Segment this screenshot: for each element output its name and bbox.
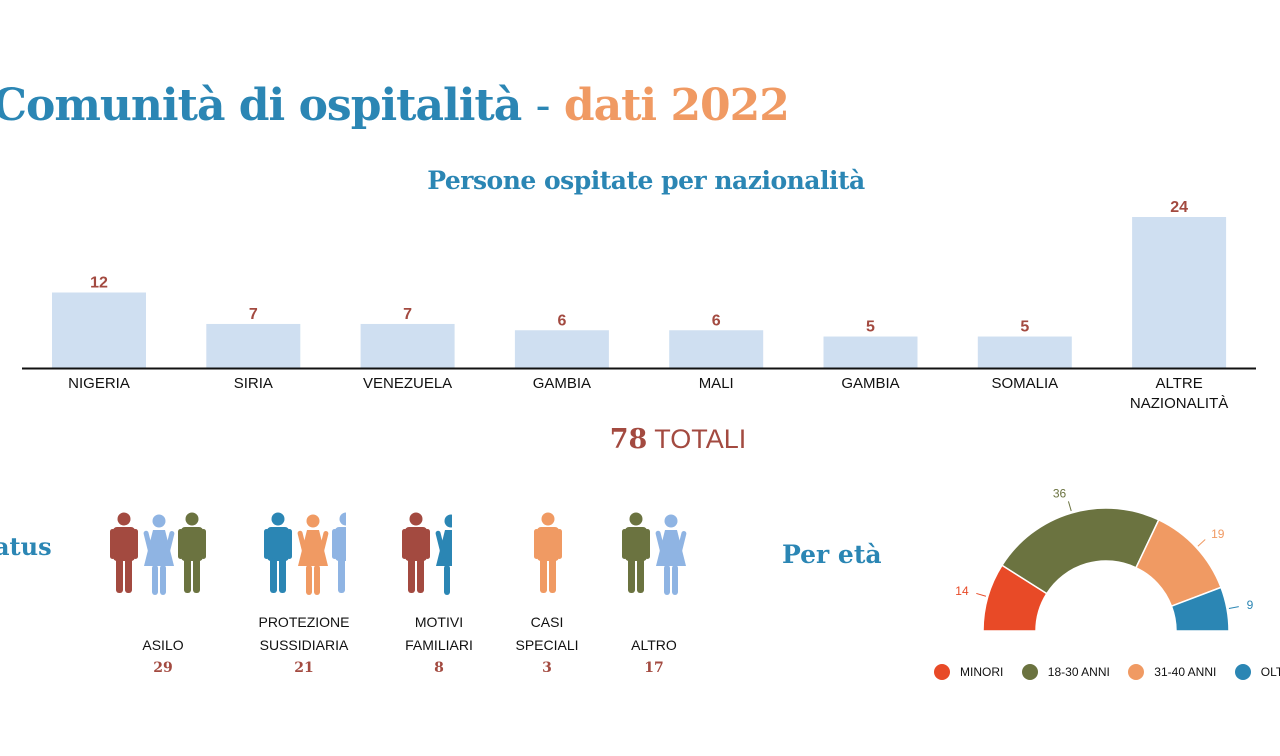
slice-leader-line <box>1197 539 1206 547</box>
status-group-motivi <box>400 510 452 606</box>
title-dash: - <box>535 80 551 131</box>
status-label-line: FAMILIARI <box>405 637 473 653</box>
bar <box>206 323 301 368</box>
legend-swatch <box>934 664 950 680</box>
female-figure-icon <box>297 514 329 595</box>
status-group-altro <box>620 510 696 606</box>
legend-item: 18-30 ANNI <box>1021 664 1110 680</box>
female-figure-icon <box>435 514 452 595</box>
bar-value-label: 5 <box>1020 319 1029 336</box>
totals-text: TOTALI <box>654 424 747 454</box>
category-label: VENEZUELA <box>363 375 452 392</box>
title-accent: dati 2022 <box>563 80 790 131</box>
bar-value-label: 12 <box>90 275 108 292</box>
legend-item: MINORI <box>934 664 1003 680</box>
bar <box>1132 217 1227 368</box>
bar-chart-title: Persone ospitate per nazionalità <box>427 166 865 195</box>
female-figure-icon <box>143 514 175 595</box>
bar-value-label: 5 <box>866 319 875 336</box>
bar <box>360 323 455 368</box>
status-section-title: atus <box>0 532 52 561</box>
person-icons <box>622 512 687 595</box>
bar-value-label: 7 <box>249 306 258 323</box>
page-title: Comunità di ospitalità - dati 2022 <box>0 80 790 131</box>
legend-item: 31-40 ANNI <box>1128 664 1216 680</box>
male-figure-icon <box>178 512 206 593</box>
bar-value-label: 24 <box>1170 199 1188 216</box>
male-figure-icon <box>332 512 346 593</box>
status-label-line: PROTEZIONE <box>258 614 350 630</box>
status-group-casi <box>532 510 572 606</box>
donut-slice <box>1001 507 1160 595</box>
status-value: 17 <box>644 660 664 676</box>
donut-slice <box>1170 586 1230 632</box>
title-main: Comunità di ospitalità <box>0 80 522 131</box>
legend-swatch <box>1234 664 1251 680</box>
category-label: SOMALIA <box>991 375 1058 392</box>
status-group-protezione <box>262 510 346 606</box>
category-label: ALTRE <box>1155 375 1202 392</box>
status-label: PROTEZIONE SUSSIDIARIA <box>244 611 364 657</box>
bar <box>669 330 764 368</box>
slice-value-label: 36 <box>1053 487 1067 501</box>
totals-number: 78 <box>609 424 648 455</box>
male-figure-icon <box>622 512 650 593</box>
male-figure-icon <box>264 512 292 593</box>
status-group-asilo <box>108 510 218 606</box>
status-value: 3 <box>542 660 552 676</box>
nationality-bar-chart: 12 NIGERIA 7 SIRIA 7 VENEZUELA 6 GAMBIA 6 MALI 5 GA… <box>22 199 1256 412</box>
legend-item: OLTRE I <box>1234 664 1280 680</box>
status-value: 8 <box>434 660 444 676</box>
status-value: 21 <box>294 660 314 676</box>
person-icons <box>110 512 206 595</box>
status-label-line: ALTRO <box>631 637 677 653</box>
bar <box>514 330 609 368</box>
status-label: CASI SPECIALI <box>487 611 607 657</box>
status-label-line: SPECIALI <box>515 637 579 653</box>
status-label-line: ASILO <box>142 637 184 653</box>
legend-swatch <box>1128 664 1145 680</box>
bar-value-label: 6 <box>557 312 566 329</box>
slice-value-label: 9 <box>1247 598 1254 612</box>
status-label: ALTRO <box>594 634 714 657</box>
male-figure-icon <box>110 512 138 593</box>
slice-value-label: 14 <box>955 584 969 598</box>
person-icons <box>534 512 562 593</box>
legend-label: 31-40 ANNI <box>1154 665 1217 679</box>
category-label: NAZIONALITÀ <box>1130 395 1228 412</box>
slice-leader-line <box>1067 501 1072 512</box>
category-label: MALI <box>699 375 734 392</box>
slice-leader-line <box>976 592 987 597</box>
legend-label: OLTRE I <box>1260 665 1280 679</box>
age-legend: MINORI 18-30 ANNI 31-40 ANNI OLTRE I <box>934 664 1280 685</box>
person-icons <box>264 512 346 595</box>
status-label-line: CASI <box>530 614 564 630</box>
slice-leader-line <box>1228 606 1239 609</box>
person-icons <box>402 512 452 595</box>
legend-label: 18-30 ANNI <box>1047 665 1110 679</box>
bar-value-label: 7 <box>403 306 412 323</box>
category-label: NIGERIA <box>68 375 130 392</box>
status-label: MOTIVI FAMILIARI <box>379 611 499 657</box>
legend-swatch <box>1021 664 1038 680</box>
category-label: GAMBIA <box>841 375 899 392</box>
female-figure-icon <box>655 514 687 595</box>
bar <box>977 336 1072 368</box>
bar <box>823 336 918 368</box>
male-figure-icon <box>402 512 430 593</box>
status-value: 29 <box>153 660 173 676</box>
status-label-line: SUSSIDIARIA <box>259 637 349 653</box>
category-label: SIRIA <box>234 375 273 392</box>
legend-label: MINORI <box>960 665 1004 679</box>
slice-value-label: 19 <box>1211 527 1225 541</box>
status-label-line: MOTIVI <box>414 614 464 630</box>
bar-value-label: 6 <box>712 312 721 329</box>
age-chart-title: Per età <box>782 540 882 569</box>
category-label: GAMBIA <box>533 375 591 392</box>
totals-label: 78 TOTALI <box>0 424 1280 455</box>
bar <box>52 292 146 368</box>
male-figure-icon <box>534 512 562 593</box>
status-label: ASILO <box>103 634 223 657</box>
